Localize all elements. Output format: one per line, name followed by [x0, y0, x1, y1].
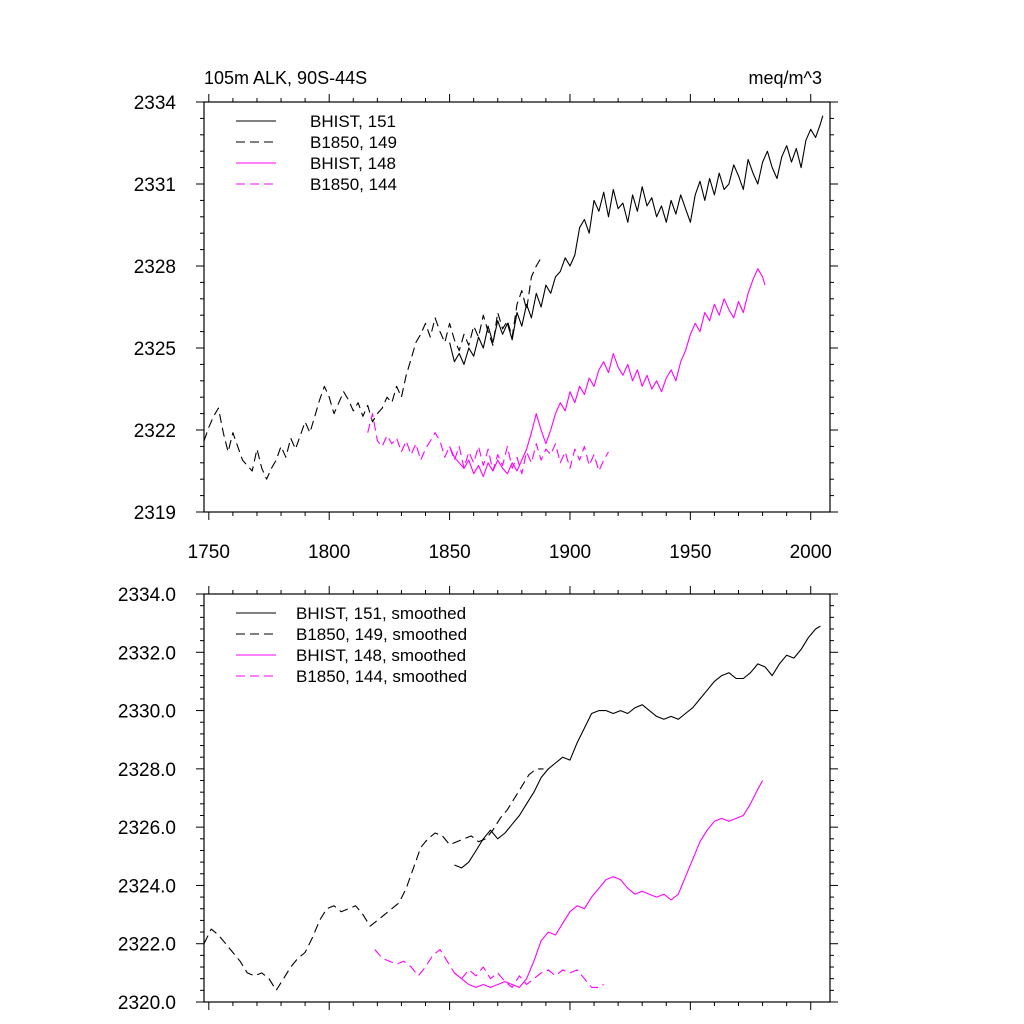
y-tick-label: 2319	[134, 503, 176, 524]
y-tick-label: 2328	[134, 257, 176, 278]
top-panel: 105m ALK, 90S-44S meq/m^3 BHIST, 151 B185…	[134, 68, 838, 563]
bottom-panel-legend: BHIST, 151, smoothed B1850, 149, smoothed…	[236, 604, 467, 686]
legend-label-1-0: BHIST, 151, smoothed	[296, 604, 466, 623]
bottom-panel: BHIST, 151, smoothed B1850, 149, smoothed…	[118, 585, 838, 1014]
series-line-0-0	[449, 115, 824, 365]
y-tick-label: 2324.0	[118, 876, 176, 897]
legend-label-0-2: BHIST, 148	[310, 154, 396, 173]
y-tick-label: 2331	[134, 175, 176, 196]
bottom-panel-axes: 2320.0 2322.0 2324.0 2326.0 2328.0 2330.0 2332…	[118, 585, 838, 1014]
x-tick-label: 1800	[308, 542, 350, 563]
top-panel-marks	[203, 115, 824, 480]
series-line-0-2	[449, 268, 766, 478]
series-line-0-3	[367, 413, 609, 475]
series-line-1-3	[374, 948, 604, 988]
y-tick-label: 2332.0	[118, 643, 176, 664]
y-tick-label: 2328.0	[118, 760, 176, 781]
series-line-0-1	[203, 257, 542, 480]
plot-frame-0	[203, 101, 831, 513]
y-tick-label: 2334.0	[118, 585, 176, 606]
y-tick-label: 2326.0	[118, 818, 176, 839]
top-panel-title: 105m ALK, 90S-44S	[204, 68, 367, 88]
x-tick-label: 2000	[790, 542, 832, 563]
series-line-1-1	[203, 768, 544, 991]
x-tick-label: 1850	[428, 542, 470, 563]
x-tick-label: 1750	[188, 542, 230, 563]
legend-label-1-2: BHIST, 148, smoothed	[296, 646, 466, 665]
legend-label-0-3: B1850, 144	[310, 175, 397, 194]
series-line-1-2	[454, 780, 764, 988]
legend-label-0-1: B1850, 149	[310, 133, 397, 152]
top-panel-legend: BHIST, 151 B1850, 149 BHIST, 148 B1850, 144	[236, 112, 397, 194]
y-tick-label: 2325	[134, 339, 176, 360]
legend-label-0-0: BHIST, 151	[310, 112, 396, 131]
top-panel-axes: 1750 1800 1850 1900 1950 2000 2319 2322 2325 2328…	[134, 93, 838, 563]
legend-label-1-1: B1850, 149, smoothed	[296, 625, 467, 644]
top-panel-units: meq/m^3	[749, 68, 822, 88]
y-tick-label: 2322.0	[118, 935, 176, 956]
series-line-1-0	[454, 625, 821, 869]
y-tick-label: 2320.0	[118, 993, 176, 1014]
x-tick-label: 1950	[669, 542, 711, 563]
y-tick-label: 2322	[134, 421, 176, 442]
y-tick-label: 2330.0	[118, 702, 176, 723]
y-tick-label: 2334	[134, 93, 177, 114]
x-tick-label: 1900	[549, 542, 591, 563]
bottom-panel-marks	[203, 625, 821, 991]
legend-label-1-3: B1850, 144, smoothed	[296, 667, 467, 686]
plot-frame-1	[203, 593, 831, 1003]
